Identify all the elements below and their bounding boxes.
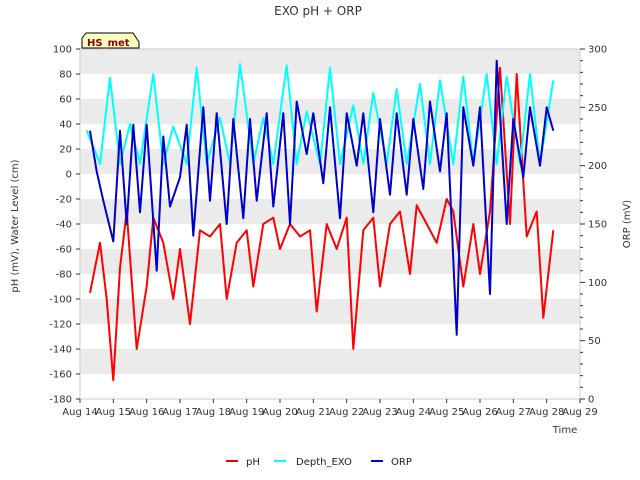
grid-band — [80, 249, 580, 274]
series-line-ph — [89, 66, 555, 382]
x-tick-label: Aug 20 — [262, 407, 297, 418]
right-axis-title: ORP (mV) — [622, 200, 633, 249]
x-axis-title: Time — [552, 425, 577, 436]
left-tick-label: -180 — [49, 395, 72, 406]
legend-item-depth-exo: Depth_EXO — [274, 457, 352, 468]
chart-title: EXO pH + ORP — [274, 4, 362, 18]
left-tick-label: 60 — [59, 95, 72, 106]
left-tick-label: -140 — [49, 345, 72, 356]
x-tick-label: Aug 15 — [96, 407, 131, 418]
grid-band — [80, 199, 580, 224]
series-layer — [85, 59, 555, 382]
x-tick-label: Aug 18 — [196, 407, 231, 418]
left-tick-label: 0 — [66, 170, 72, 181]
legend-label-orp: ORP — [391, 457, 412, 468]
x-tick-label: Aug 14 — [62, 407, 97, 418]
badge-shape — [81, 32, 140, 49]
legend-item-ph: pH — [226, 457, 260, 468]
grid-bands — [80, 49, 580, 374]
legend-label-ph: pH — [246, 457, 260, 468]
legend: pH Depth_EXO ORP — [226, 457, 412, 468]
left-tick-label: 40 — [59, 120, 72, 131]
right-tick-label: 250 — [588, 103, 607, 114]
right-tick-label: 150 — [588, 220, 607, 231]
station-badge: HS_met — [81, 32, 140, 49]
x-tick-label: Aug 21 — [296, 407, 331, 418]
x-tick-label: Aug 22 — [329, 407, 364, 418]
left-tick-label: -60 — [56, 245, 72, 256]
left-tick-label: -120 — [49, 320, 72, 331]
legend-item-orp: ORP — [371, 457, 412, 468]
right-tick-label: 0 — [588, 395, 594, 406]
left-tick-label: -160 — [49, 370, 72, 381]
x-tick-label: Aug 24 — [396, 407, 431, 418]
x-tick-label: Aug 23 — [362, 407, 397, 418]
left-tick-label: 20 — [59, 145, 72, 156]
left-tick-label: -20 — [56, 195, 72, 206]
grid-band — [80, 299, 580, 324]
left-axis-title: pH (mV), Water Level (cm) — [10, 159, 21, 292]
x-tick-label: Aug 16 — [129, 407, 164, 418]
x-tick-label: Aug 29 — [562, 407, 597, 418]
left-axis-ticks: 100 80 60 40 20 0 -20 -40 -60 -80 -100 -120 -140 -160… — [49, 45, 80, 406]
left-tick-label: 100 — [53, 45, 72, 56]
left-tick-label: -40 — [56, 220, 72, 231]
right-tick-label: 200 — [588, 161, 607, 172]
legend-label-depth-exo: Depth_EXO — [296, 457, 352, 468]
series-line-orp — [89, 59, 555, 336]
x-tick-label: Aug 28 — [529, 407, 564, 418]
right-axis-ticks: 300 250 200 150 100 50 0 — [580, 45, 607, 406]
right-tick-label: 50 — [588, 336, 601, 347]
x-tick-label: Aug 27 — [496, 407, 531, 418]
right-tick-label: 100 — [588, 278, 607, 289]
left-tick-label: -100 — [49, 295, 72, 306]
right-tick-label: 300 — [588, 45, 607, 56]
x-tick-label: Aug 25 — [429, 407, 464, 418]
left-tick-label: 80 — [59, 70, 72, 81]
x-tick-label: Aug 19 — [229, 407, 264, 418]
badge-label: HS_met — [87, 38, 130, 49]
grid-band — [80, 349, 580, 374]
x-tick-label: Aug 26 — [462, 407, 497, 418]
x-tick-label: Aug 17 — [162, 407, 197, 418]
left-tick-label: -80 — [56, 270, 72, 281]
